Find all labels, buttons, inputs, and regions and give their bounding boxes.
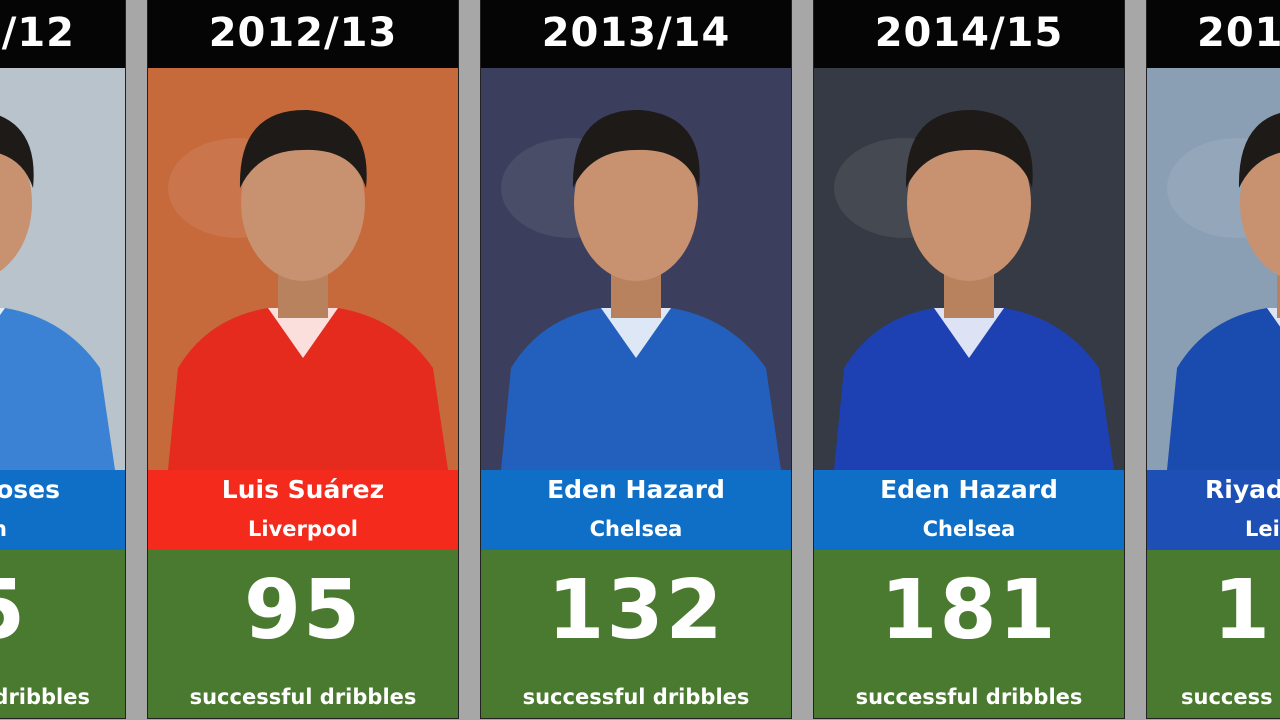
- unit: success: [1181, 685, 1273, 709]
- season-card: 2013/14 Eden Hazard Chelsea 132 successful d…: [481, 0, 791, 718]
- stat-panel: [148, 550, 458, 718]
- season: /12: [1, 10, 75, 56]
- unit: successful dribbles: [855, 685, 1083, 709]
- name-band: [1147, 470, 1280, 550]
- stat-value: 95: [243, 563, 363, 658]
- stat-panel: [814, 550, 1124, 718]
- player-photo: [481, 68, 791, 470]
- card-header: [814, 0, 1124, 68]
- stat-panel: [0, 550, 125, 718]
- club: Chelsea: [589, 517, 683, 541]
- club: Chelsea: [922, 517, 1016, 541]
- name-band: [0, 470, 125, 550]
- stat-value: 5: [0, 570, 27, 652]
- card-header: [481, 0, 791, 68]
- club: Lei: [1245, 517, 1280, 541]
- club: n: [0, 519, 7, 540]
- name: Luis Suárez: [221, 475, 385, 504]
- season: 2014/15: [874, 10, 1064, 56]
- name: oses: [0, 475, 60, 504]
- stat-value: 181: [880, 563, 1058, 658]
- name: Eden Hazard: [880, 475, 1058, 504]
- season: 2012/13: [208, 10, 398, 56]
- season-card: 2012/13 Luis Suárez Liverpool 95 successful …: [148, 0, 458, 718]
- player-photo: [0, 68, 125, 470]
- stat-value: 132: [547, 563, 725, 658]
- stat-panel: [481, 550, 791, 718]
- card-header: [0, 0, 125, 68]
- card-header: [1147, 0, 1280, 68]
- name: Riyad: [1205, 475, 1280, 504]
- card-header: [148, 0, 458, 68]
- season: 2013/14: [541, 10, 731, 56]
- unit: successful dribbles: [522, 685, 750, 709]
- name-band: [148, 470, 458, 550]
- season-card: /12 oses n 5 dribbles: [0, 0, 125, 718]
- player-photo: [814, 68, 1124, 470]
- club: Liverpool: [248, 517, 358, 541]
- unit: dribbles: [0, 685, 90, 709]
- name: Eden Hazard: [547, 475, 725, 504]
- unit: successful dribbles: [189, 685, 417, 709]
- name-band: [481, 470, 791, 550]
- season: 201: [1197, 10, 1280, 56]
- stat-panel: [1147, 550, 1280, 718]
- stat-value: 1: [1213, 563, 1273, 658]
- season-card: 2014/15 Eden Hazard Chelsea 181 successful d…: [814, 0, 1124, 718]
- name-band: [814, 470, 1124, 550]
- player-photo: [1147, 68, 1280, 470]
- season-card: 201 Riyad Lei 1 success: [1147, 0, 1280, 718]
- player-photo: [148, 68, 458, 470]
